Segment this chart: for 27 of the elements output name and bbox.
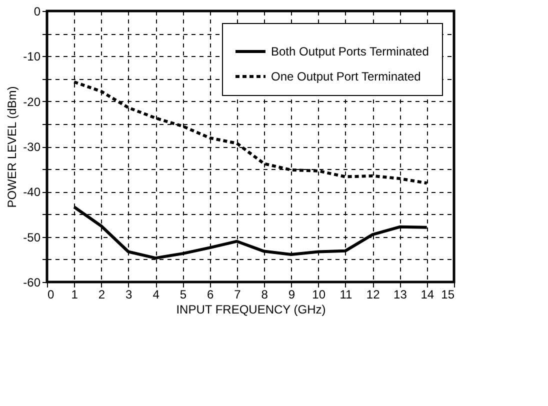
x-tick-label: 8 [261,288,268,302]
x-tick-label: 5 [180,288,187,302]
x-tick-label: 4 [152,288,160,302]
x-tick-label: 11 [340,288,353,302]
y-tick-label: -30 [23,140,41,154]
x-tick-label: 9 [288,288,296,302]
y-tick-label: -10 [23,50,41,64]
x-tick-label: 3 [126,288,133,302]
x-tick-label: 10 [312,288,326,302]
legend-label: Both Output Ports Terminated [271,44,429,58]
y-tick-label: -40 [23,185,41,200]
x-axis-title: INPUT FREQUENCY (GHz) [176,302,326,316]
y-axis-title: POWER LEVEL (dBm) [5,86,20,208]
x-tick-label: 1 [71,288,78,302]
legend-label: One Output Port Terminated [271,70,421,84]
x-tick-label: 12 [366,288,380,302]
x-tick-label: 6 [206,288,214,302]
y-tick-label: -60 [23,276,41,290]
x-tick-label: 2 [98,288,106,302]
x-tick-label: 0 [48,288,54,302]
x-tick-label: 14 [420,288,434,302]
y-tick-label: -50 [23,230,41,244]
x-tick-label: 13 [394,288,408,302]
x-tick-label: 15 [441,288,455,302]
x-tick-label: 7 [234,288,242,302]
y-tick-label: -20 [23,94,41,109]
y-tick-label: 0 [34,4,41,18]
